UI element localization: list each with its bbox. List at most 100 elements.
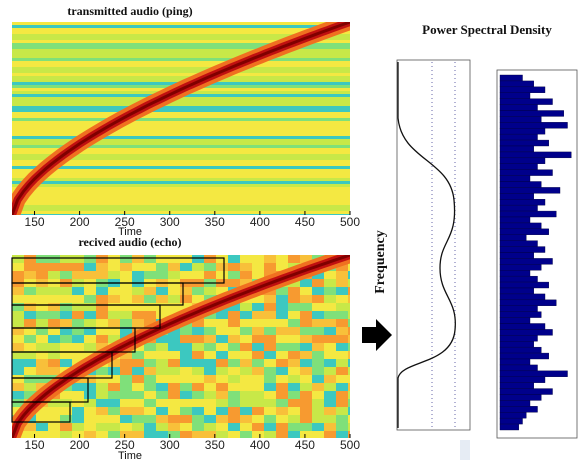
heatmap-cell — [192, 383, 204, 391]
heatmap-cell — [252, 271, 264, 279]
heatmap-cell — [240, 327, 252, 335]
bar — [499, 234, 527, 241]
heatmap-cell — [252, 431, 264, 438]
x-tick-label: 250 — [115, 215, 135, 229]
heatmap-cell — [60, 295, 72, 303]
heatmap-cell — [228, 335, 240, 343]
heatmap-cell — [264, 255, 276, 263]
heatmap-cell — [216, 431, 228, 438]
heatmap-cell — [60, 415, 72, 423]
bar — [499, 86, 546, 93]
heatmap-cell — [156, 383, 168, 391]
heatmap-cell — [288, 367, 300, 375]
heatmap-cell — [48, 327, 60, 335]
heatmap-cell — [336, 279, 348, 287]
heatmap-cell — [228, 311, 240, 319]
heatmap-cell — [264, 263, 276, 271]
heatmap-cell — [48, 295, 60, 303]
heatmap-cell — [336, 295, 348, 303]
heatmap-row — [12, 157, 350, 160]
heatmap-cell — [300, 343, 312, 351]
heatmap-cell — [132, 311, 144, 319]
heatmap-cell — [312, 319, 324, 327]
heatmap-cell — [300, 383, 312, 391]
bar — [499, 228, 549, 235]
heatmap-cell — [108, 391, 120, 399]
heatmap-cell — [252, 423, 264, 431]
bar — [499, 145, 534, 153]
heatmap-cell — [324, 415, 336, 423]
heatmap-cell — [336, 263, 348, 271]
heatmap-cell — [72, 351, 84, 359]
heatmap-cell — [288, 375, 300, 383]
heatmap-cell — [60, 311, 72, 319]
heatmap-cell — [72, 423, 84, 431]
heatmap-cell — [204, 271, 216, 279]
heatmap-cell — [264, 359, 276, 367]
heatmap-row — [12, 34, 350, 37]
heatmap-row — [12, 28, 350, 31]
heatmap-cell — [156, 367, 168, 375]
heatmap-cell — [12, 375, 24, 383]
heatmap-cell — [108, 383, 120, 391]
heatmap-cell — [48, 367, 60, 375]
heatmap-cell — [36, 407, 48, 415]
heatmap-row — [12, 163, 350, 166]
heatmap-cell — [24, 319, 36, 327]
heatmap-cell — [132, 391, 144, 399]
bar — [499, 323, 546, 330]
heatmap-cell — [60, 319, 72, 327]
heatmap-cell — [180, 383, 192, 391]
heatmap-cell — [348, 343, 350, 351]
heatmap-cell — [336, 383, 348, 391]
heatmap-cell — [192, 319, 204, 327]
heatmap-cell — [12, 383, 24, 391]
heatmap-cell — [276, 431, 288, 438]
heatmap-cell — [96, 399, 108, 407]
heatmap-cell — [144, 343, 156, 351]
heatmap-cell — [276, 399, 288, 407]
heatmap-cell — [24, 359, 36, 367]
heatmap-cell — [192, 271, 204, 279]
bar — [499, 116, 542, 123]
heatmap-cell — [144, 271, 156, 279]
heatmap-cell — [96, 303, 108, 311]
heatmap-cell — [180, 335, 192, 343]
heatmap-row — [12, 145, 350, 148]
heatmap-cell — [120, 359, 132, 367]
heatmap-cell — [288, 295, 300, 303]
heatmap-cell — [132, 399, 144, 407]
heatmap-cell — [84, 295, 96, 303]
heatmap-cell — [276, 415, 288, 423]
heatmap-cell — [144, 391, 156, 399]
heatmap-cell — [348, 279, 350, 287]
heatmap-cell — [324, 407, 336, 415]
heatmap-row — [12, 214, 350, 215]
heatmap-cell — [132, 351, 144, 359]
heatmap-cell — [312, 415, 324, 423]
heatmap-row — [12, 73, 350, 76]
heatmap-cell — [60, 423, 72, 431]
heatmap-cell — [300, 431, 312, 438]
heatmap-cell — [48, 335, 60, 343]
heatmap-cell — [180, 351, 192, 359]
bar — [499, 157, 546, 164]
x-tick-label: 250 — [115, 438, 135, 452]
heatmap-row — [12, 196, 350, 199]
heatmap-cell — [108, 255, 120, 263]
heatmap-cell — [228, 271, 240, 279]
heatmap-cell — [288, 399, 300, 407]
heatmap-cell — [180, 367, 192, 375]
heatmap-cell — [276, 367, 288, 375]
heatmap-cell — [204, 319, 216, 327]
heatmap-cell — [312, 423, 324, 431]
heatmap-row — [12, 208, 350, 211]
bar — [499, 335, 538, 342]
heatmap-cell — [12, 399, 24, 407]
heatmap-cell — [300, 303, 312, 311]
heatmap-cell — [168, 303, 180, 311]
heatmap-cell — [336, 391, 348, 399]
heatmap-cell — [180, 263, 192, 271]
heatmap-cell — [348, 319, 350, 327]
